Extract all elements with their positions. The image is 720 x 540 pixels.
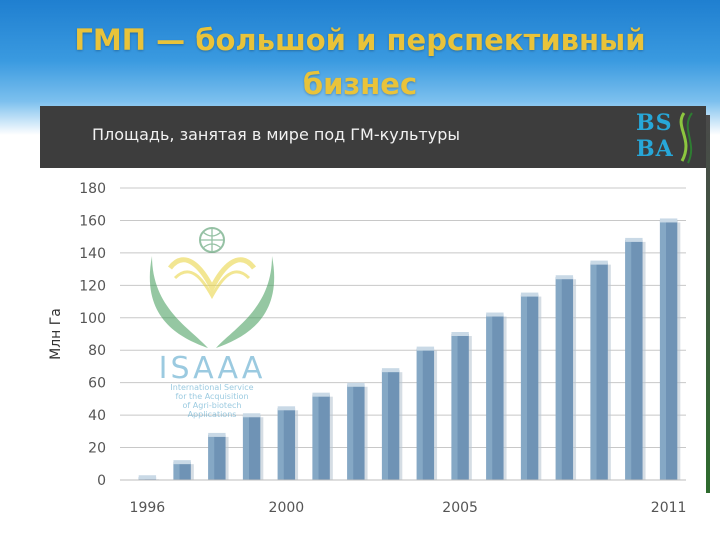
watermark-subtitle: for the Acquisition xyxy=(175,392,248,401)
x-tick-label: 2000 xyxy=(269,500,305,516)
bar-highlight xyxy=(312,394,319,480)
bar-cap xyxy=(277,406,296,411)
bar xyxy=(590,260,611,480)
bar-cap xyxy=(486,312,504,317)
y-tick-label: 80 xyxy=(88,343,106,359)
bar-cap xyxy=(173,460,191,465)
chart-title: Площадь, занятая в мире под ГМ-культуры xyxy=(92,125,460,144)
bar-cap xyxy=(312,392,330,397)
bar-cap xyxy=(451,332,469,336)
bar-highlight xyxy=(208,434,215,480)
bar-highlight xyxy=(173,462,180,480)
bar-cap xyxy=(520,292,539,297)
watermark-subtitle: of Agri-biotech xyxy=(183,401,242,410)
isaaa-logo-icon: ISAAA International Service for the Acqu… xyxy=(149,227,275,419)
bar-highlight xyxy=(381,370,389,480)
bar xyxy=(173,460,194,480)
chart-area: ISAAA International Service for the Acqu… xyxy=(40,168,706,524)
y-tick-label: 120 xyxy=(79,278,106,294)
bar xyxy=(520,292,542,480)
chart-title-band: Площадь, занятая в мире под ГМ-культуры … xyxy=(40,106,706,168)
bar xyxy=(208,432,229,480)
bar-cap xyxy=(381,368,400,373)
bar-highlight xyxy=(555,277,562,480)
slide-title: ГМП — большой и перспективный бизнес xyxy=(74,23,646,101)
bar-cap xyxy=(659,218,678,223)
bar xyxy=(347,382,368,480)
bar-highlight xyxy=(520,294,528,480)
side-decoration xyxy=(706,115,710,493)
bar xyxy=(451,332,472,480)
watermark-subtitle: International Service xyxy=(170,383,253,392)
x-tick-label: 1996 xyxy=(130,500,166,516)
bar-highlight xyxy=(590,262,597,480)
bar xyxy=(625,237,646,480)
bar-highlight xyxy=(242,415,250,480)
x-tick-label: 2011 xyxy=(651,500,687,516)
bar xyxy=(555,275,577,480)
axes: 0 20 40 60 80 100 120 140 160 180 Млн Га 1996 2000 20… xyxy=(48,181,686,516)
bar-highlight xyxy=(277,408,284,480)
bar xyxy=(138,475,160,480)
y-tick-label: 40 xyxy=(88,408,106,424)
bar-highlight xyxy=(625,239,632,480)
bar-highlight xyxy=(416,348,423,480)
y-tick-label: 60 xyxy=(88,376,106,392)
bar xyxy=(277,406,299,480)
watermark-name: ISAAA xyxy=(159,351,266,386)
bar-cap xyxy=(242,413,261,418)
y-tick-label: 180 xyxy=(79,181,106,197)
bar xyxy=(242,413,264,480)
bar-cap xyxy=(416,346,435,351)
watermark-subtitle: Applications xyxy=(188,410,237,419)
bar xyxy=(381,368,403,480)
y-tick-label: 140 xyxy=(79,246,106,262)
bsba-logo-icon: BS BA xyxy=(634,109,700,165)
bar-cap xyxy=(138,475,157,480)
brand-text-line-2: BA xyxy=(636,136,674,162)
y-tick-label: 100 xyxy=(79,311,106,327)
bar-highlight xyxy=(659,220,667,480)
bar xyxy=(312,392,333,480)
brand-text-line-1: BS xyxy=(636,110,673,136)
bar-cap xyxy=(208,432,226,437)
x-tick-label: 2005 xyxy=(442,500,478,516)
bar-cap xyxy=(347,382,365,387)
bar-cap xyxy=(625,237,643,242)
bar xyxy=(659,218,681,480)
y-axis-label: Млн Га xyxy=(48,308,64,360)
y-tick-label: 160 xyxy=(79,213,106,229)
bar-chart: ISAAA International Service for the Acqu… xyxy=(48,181,686,516)
bars xyxy=(138,218,681,480)
bar-cap xyxy=(555,275,574,280)
bar-cap xyxy=(590,260,608,265)
y-tick-label: 20 xyxy=(88,441,106,457)
bar xyxy=(486,312,507,480)
bar-highlight xyxy=(451,334,458,480)
bsba-logo-graphic xyxy=(679,112,693,164)
bar-highlight xyxy=(486,314,493,480)
bar-highlight xyxy=(347,384,354,480)
bar xyxy=(416,346,438,480)
y-tick-label: 0 xyxy=(97,473,106,489)
